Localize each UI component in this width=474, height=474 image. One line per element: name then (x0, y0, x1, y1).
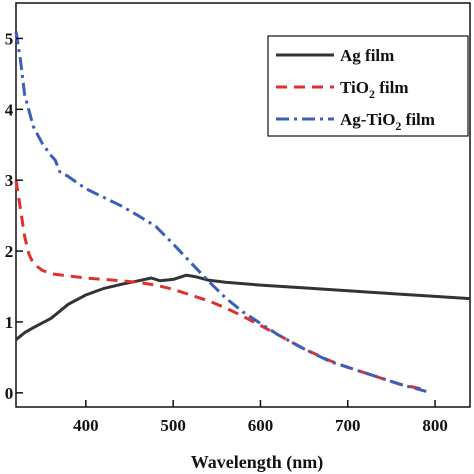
plot-frame (15, 2, 471, 408)
y-axis-ticks: 0 1 2 3 4 5 (5, 29, 23, 403)
legend-label-1: TiO2 film (340, 78, 409, 101)
y-tick-label: 0 (5, 384, 14, 403)
x-tick-label: 700 (335, 416, 361, 435)
y-tick-label: 3 (5, 171, 14, 190)
y-tick-label: 1 (5, 313, 14, 332)
x-tick-label: 500 (160, 416, 186, 435)
series-line-1 (14, 179, 427, 392)
x-axis-label: Wavelength (nm) (191, 452, 324, 473)
x-tick-label: 400 (73, 416, 99, 435)
legend: Ag film TiO2 film Ag-TiO2 film (267, 35, 469, 137)
legend-label-0: Ag film (340, 46, 394, 65)
series-line-0 (15, 273, 471, 341)
x-axis-ticks: 400 500 600 700 800 (73, 400, 448, 435)
x-tick-label: 800 (422, 416, 448, 435)
series-line-2 (14, 31, 427, 393)
y-tick-label: 4 (5, 100, 14, 119)
y-tick-label: 5 (5, 29, 14, 48)
plot-area: 400 500 600 700 800 0 1 2 3 4 5 (5, 2, 471, 435)
y-tick-label: 2 (5, 242, 14, 261)
series-layer (14, 31, 471, 393)
x-tick-label: 600 (248, 416, 274, 435)
legend-label-2: Ag-TiO2 film (340, 110, 435, 133)
